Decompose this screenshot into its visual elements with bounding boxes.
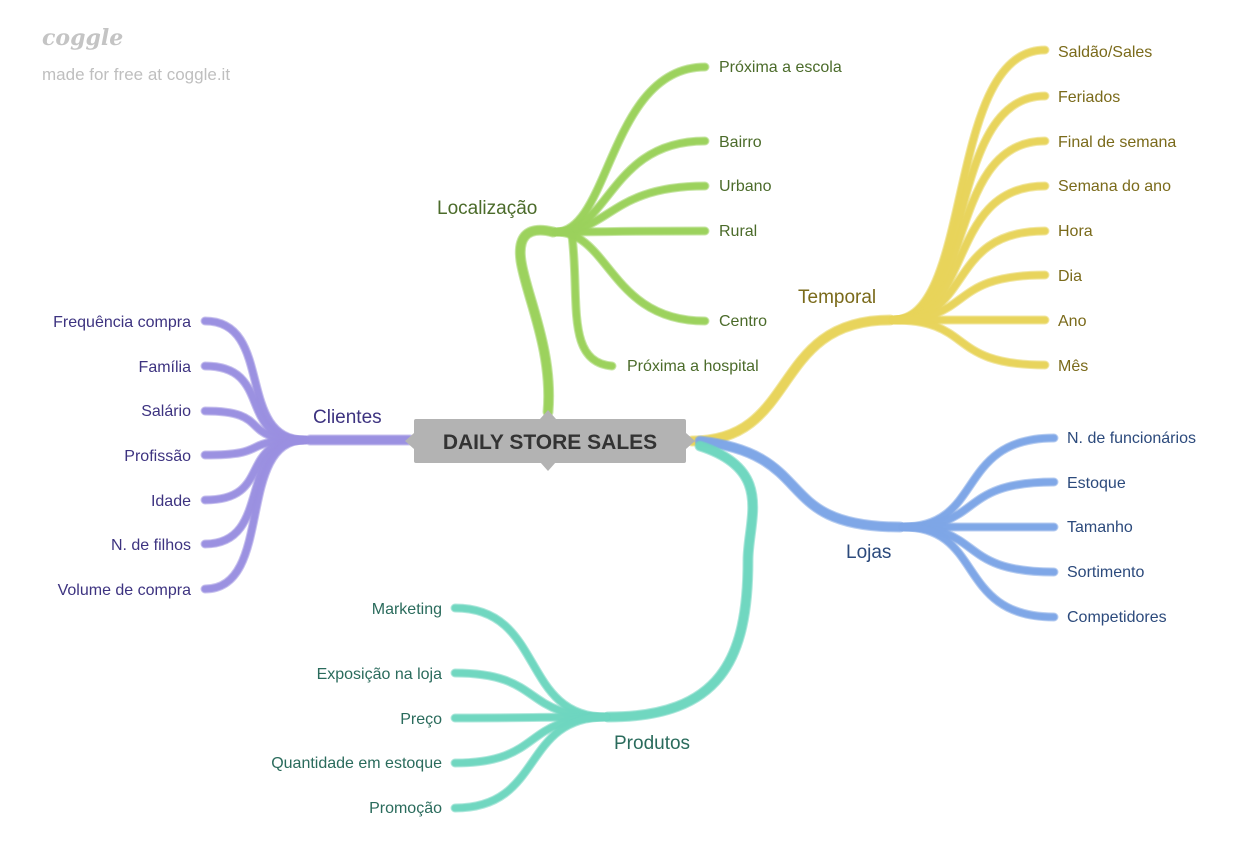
leaf-feriados[interactable]: Feriados <box>1058 89 1120 106</box>
branch-lojas-leaf-4 <box>900 524 1057 620</box>
leaf-competidores[interactable]: Competidores <box>1067 609 1167 626</box>
branch-localizacao-leaf-3 <box>553 228 708 235</box>
root-node[interactable]: DAILY STORE SALES <box>405 410 695 471</box>
leaf-final-de-semana[interactable]: Final de semana <box>1058 134 1176 151</box>
leaf-n-de-filhos[interactable]: N. de filhos <box>111 537 191 554</box>
leaves-temporal: Saldão/Sales Feriados Final de semana Se… <box>1058 44 1176 375</box>
leaf-volume-de-compra[interactable]: Volume de compra <box>58 582 192 599</box>
coggle-tagline: made for free at coggle.it <box>42 65 230 84</box>
leaf-familia[interactable]: Família <box>139 359 192 376</box>
coggle-logo: coggle <box>42 25 123 51</box>
leaves-localizacao: Próxima a escola Bairro Urbano Rural Cen… <box>627 59 842 375</box>
leaf-dia[interactable]: Dia <box>1058 268 1082 285</box>
leaf-tamanho[interactable]: Tamanho <box>1067 519 1133 536</box>
leaf-sortimento[interactable]: Sortimento <box>1067 564 1144 581</box>
branch-temporal-leaf-7 <box>888 315 1050 370</box>
leaf-n-de-funcionarios[interactable]: N. de funcionários <box>1067 430 1196 447</box>
leaf-mes[interactable]: Mês <box>1058 358 1088 375</box>
branch-clientes-leaf-6 <box>202 437 308 592</box>
branch-label-produtos[interactable]: Produtos <box>614 733 690 754</box>
branch-produtos-leaf-4 <box>452 714 609 811</box>
root-pointer-left <box>405 433 414 449</box>
root-box <box>414 419 686 463</box>
branch-localizacao-leaf-5 <box>569 233 615 369</box>
leaves-produtos: Marketing Exposição na loja Preço Quanti… <box>271 601 442 817</box>
branch-label-temporal[interactable]: Temporal <box>798 287 876 308</box>
branch-label-clientes[interactable]: Clientes <box>313 407 382 428</box>
branch-localizacao-leaf-2 <box>551 181 710 237</box>
leaf-idade[interactable]: Idade <box>151 493 191 510</box>
branch-produtos-main <box>602 440 759 723</box>
branch-lines <box>200 45 1059 813</box>
branch-label-lojas[interactable]: Lojas <box>846 542 891 563</box>
leaf-estoque[interactable]: Estoque <box>1067 475 1126 492</box>
root-pointer-right <box>686 433 695 449</box>
branch-produtos-leaf-0 <box>452 605 609 720</box>
leaf-rural[interactable]: Rural <box>719 223 757 240</box>
leaf-promocao[interactable]: Promoção <box>369 800 442 817</box>
branch-temporal-main <box>687 315 895 446</box>
root-label: DAILY STORE SALES <box>443 431 657 454</box>
branch-produtos-main <box>604 442 757 721</box>
leaf-ano[interactable]: Ano <box>1058 313 1087 330</box>
leaf-marketing[interactable]: Marketing <box>372 601 442 618</box>
leaf-salario[interactable]: Salário <box>141 403 191 420</box>
branch-lojas-main <box>696 437 904 531</box>
branch-localizacao-main <box>516 226 557 416</box>
leaf-semana-do-ano[interactable]: Semana do ano <box>1058 178 1171 195</box>
branch-localizacao-leaf-0 <box>552 63 709 236</box>
leaf-centro[interactable]: Centro <box>719 313 767 330</box>
branch-localizacao-leaf-0 <box>551 62 710 237</box>
branch-label-localizacao[interactable]: Localização <box>437 198 537 219</box>
leaf-proxima-a-escola[interactable]: Próxima a escola <box>719 59 842 76</box>
branch-produtos-main <box>603 441 758 722</box>
leaf-hora[interactable]: Hora <box>1058 223 1093 240</box>
root-pointer-top <box>540 410 556 419</box>
branch-temporal-main <box>688 316 894 445</box>
leaf-profissao[interactable]: Profissão <box>124 448 191 465</box>
branch-labels: Localização Temporal Lojas Produtos Clie… <box>313 198 891 754</box>
leaves-lojas: N. de funcionários Estoque Tamanho Sorti… <box>1067 430 1196 626</box>
branch-temporal-leaf-7 <box>890 317 1048 368</box>
branch-localizacao-leaf-0 <box>553 64 708 235</box>
leaf-frequencia-compra[interactable]: Frequência compra <box>53 314 191 331</box>
leaf-saldao-sales[interactable]: Saldão/Sales <box>1058 44 1152 61</box>
leaves-clientes: Frequência compra Família Salário Profis… <box>53 314 191 599</box>
leaf-urbano[interactable]: Urbano <box>719 178 772 195</box>
leaf-quantidade-em-estoque[interactable]: Quantidade em estoque <box>271 755 442 772</box>
leaf-proxima-a-hospital[interactable]: Próxima a hospital <box>627 358 759 375</box>
leaf-exposicao-na-loja[interactable]: Exposição na loja <box>317 666 443 683</box>
leaf-preco[interactable]: Preço <box>400 711 442 728</box>
leaf-bairro[interactable]: Bairro <box>719 134 762 151</box>
root-pointer-bottom <box>540 462 556 471</box>
